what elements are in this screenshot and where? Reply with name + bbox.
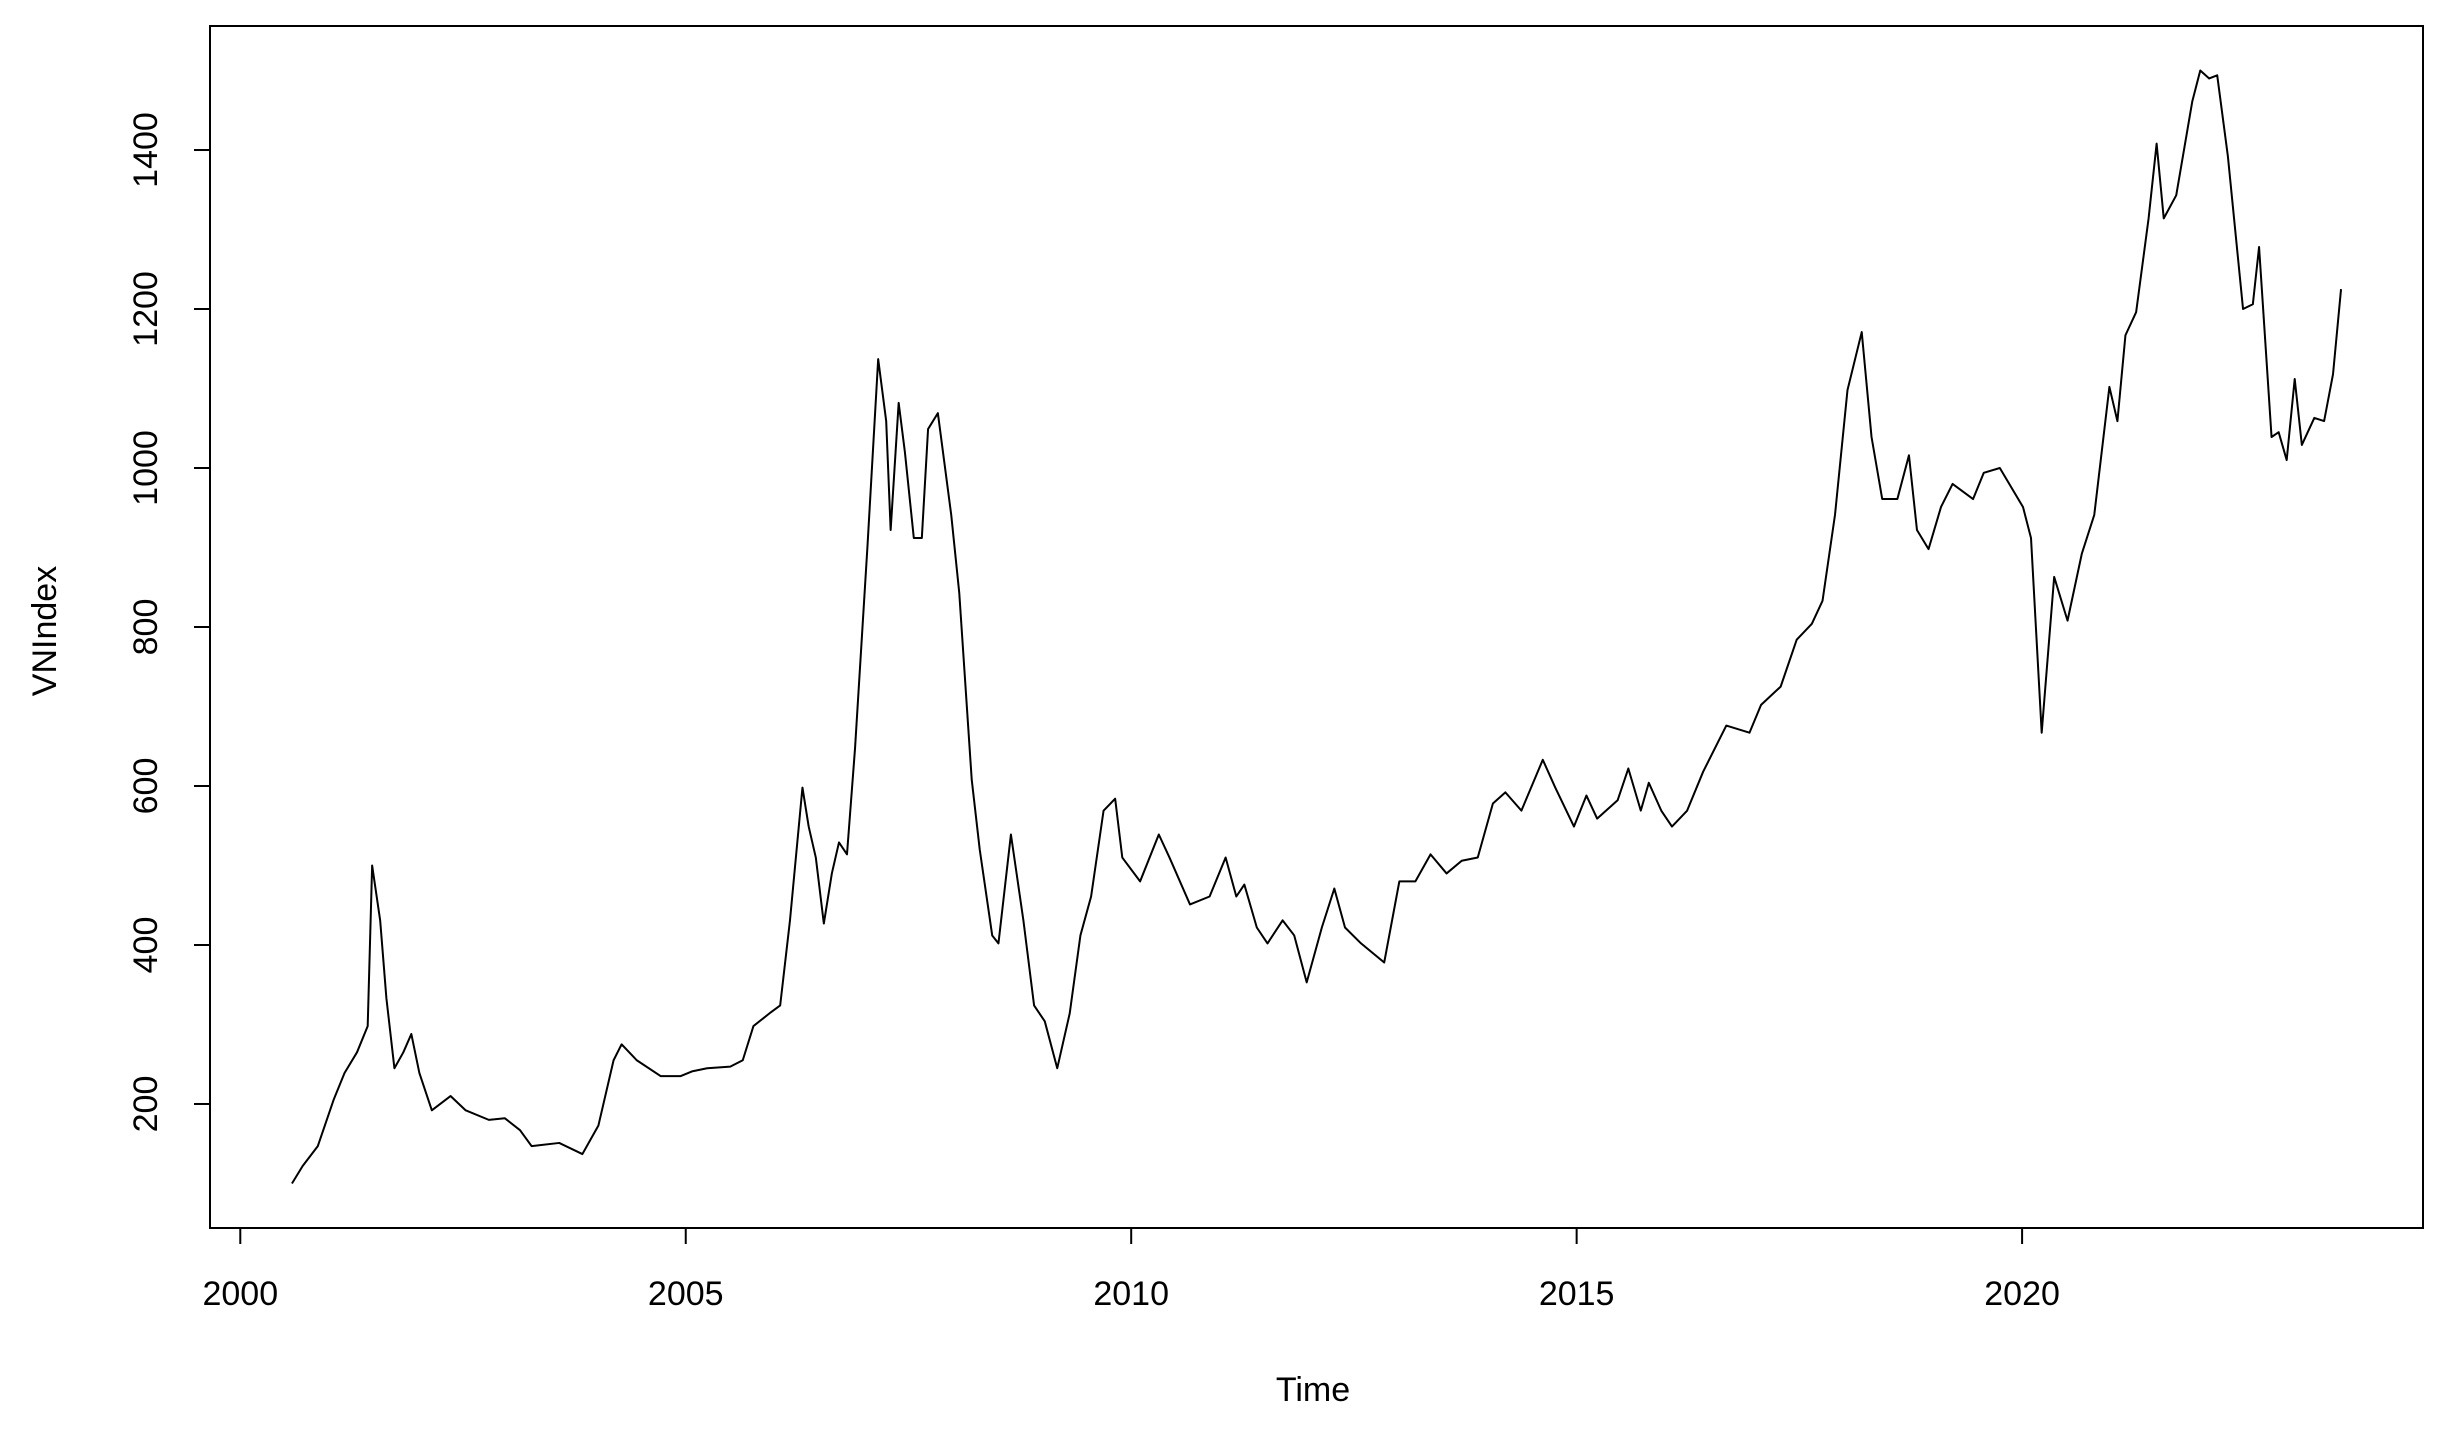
x-axis-label: Time	[1276, 1371, 1350, 1409]
x-tick-label: 2015	[1539, 1275, 1615, 1313]
x-tick-label: 2020	[1984, 1275, 2060, 1313]
y-tick-label: 400	[127, 917, 165, 974]
y-tick-label: 1400	[127, 112, 165, 188]
y-tick-label: 1200	[127, 271, 165, 347]
y-tick-label: 200	[127, 1076, 165, 1133]
y-tick-label: 600	[127, 758, 165, 815]
y-tick-label: 1000	[127, 430, 165, 506]
y-tick-label: 800	[127, 599, 165, 656]
x-tick-label: 2010	[1093, 1275, 1169, 1313]
x-tick-label: 2005	[648, 1275, 724, 1313]
data-line	[291, 69, 2343, 1185]
y-axis-label: VNIndex	[26, 566, 64, 696]
plot-box	[209, 25, 2424, 1229]
x-tick-label: 2000	[202, 1275, 278, 1313]
